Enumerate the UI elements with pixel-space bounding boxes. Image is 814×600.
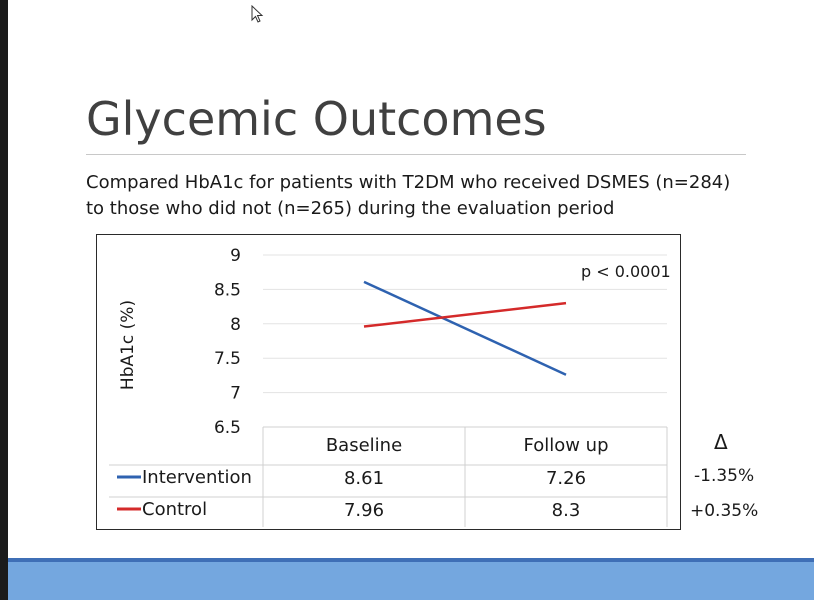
footer-accent-line (8, 558, 814, 562)
legend-label: Control (142, 499, 207, 520)
category-label: Follow up (523, 435, 608, 456)
mouse-cursor-icon (251, 5, 264, 23)
line-chart: 9 8.5 8 7.5 7 6.5 HbA1c (%) Baseline Follow up In… (109, 246, 671, 527)
footer-bar (8, 562, 814, 600)
y-tick-label: 7 (230, 384, 241, 404)
y-tick-label: 9 (230, 246, 241, 266)
subtitle-line-2: to those who did not (n=265) during the … (86, 198, 615, 219)
y-axis-label: HbA1c (%) (118, 300, 138, 390)
y-tick-label: 8.5 (214, 280, 241, 300)
category-label: Baseline (326, 435, 402, 456)
data-value-label: 7.96 (344, 500, 384, 521)
delta-header: Δ (714, 430, 728, 454)
y-tick-label: 8 (230, 315, 241, 335)
delta-intervention: -1.35% (694, 466, 755, 486)
series-line-intervention (363, 280, 567, 376)
slide: Glycemic Outcomes Compared HbA1c for pat… (8, 0, 814, 600)
legend-label: Intervention (142, 467, 252, 488)
subtitle-line-1: Compared HbA1c for patients with T2DM wh… (86, 172, 731, 193)
data-value-label: 7.26 (546, 468, 586, 489)
delta-control: +0.35% (690, 501, 759, 521)
y-tick-label: 6.5 (214, 418, 241, 438)
p-value-annotation: p < 0.0001 (581, 262, 671, 281)
y-tick-label: 7.5 (214, 349, 241, 369)
data-value-label: 8.3 (552, 500, 581, 521)
slide-title: Glycemic Outcomes (86, 92, 547, 146)
chart-frame: 9 8.5 8 7.5 7 6.5 HbA1c (%) Baseline Follow up In… (96, 234, 681, 530)
data-value-label: 8.61 (344, 468, 384, 489)
series-line-control (363, 301, 567, 328)
title-divider (86, 154, 746, 155)
